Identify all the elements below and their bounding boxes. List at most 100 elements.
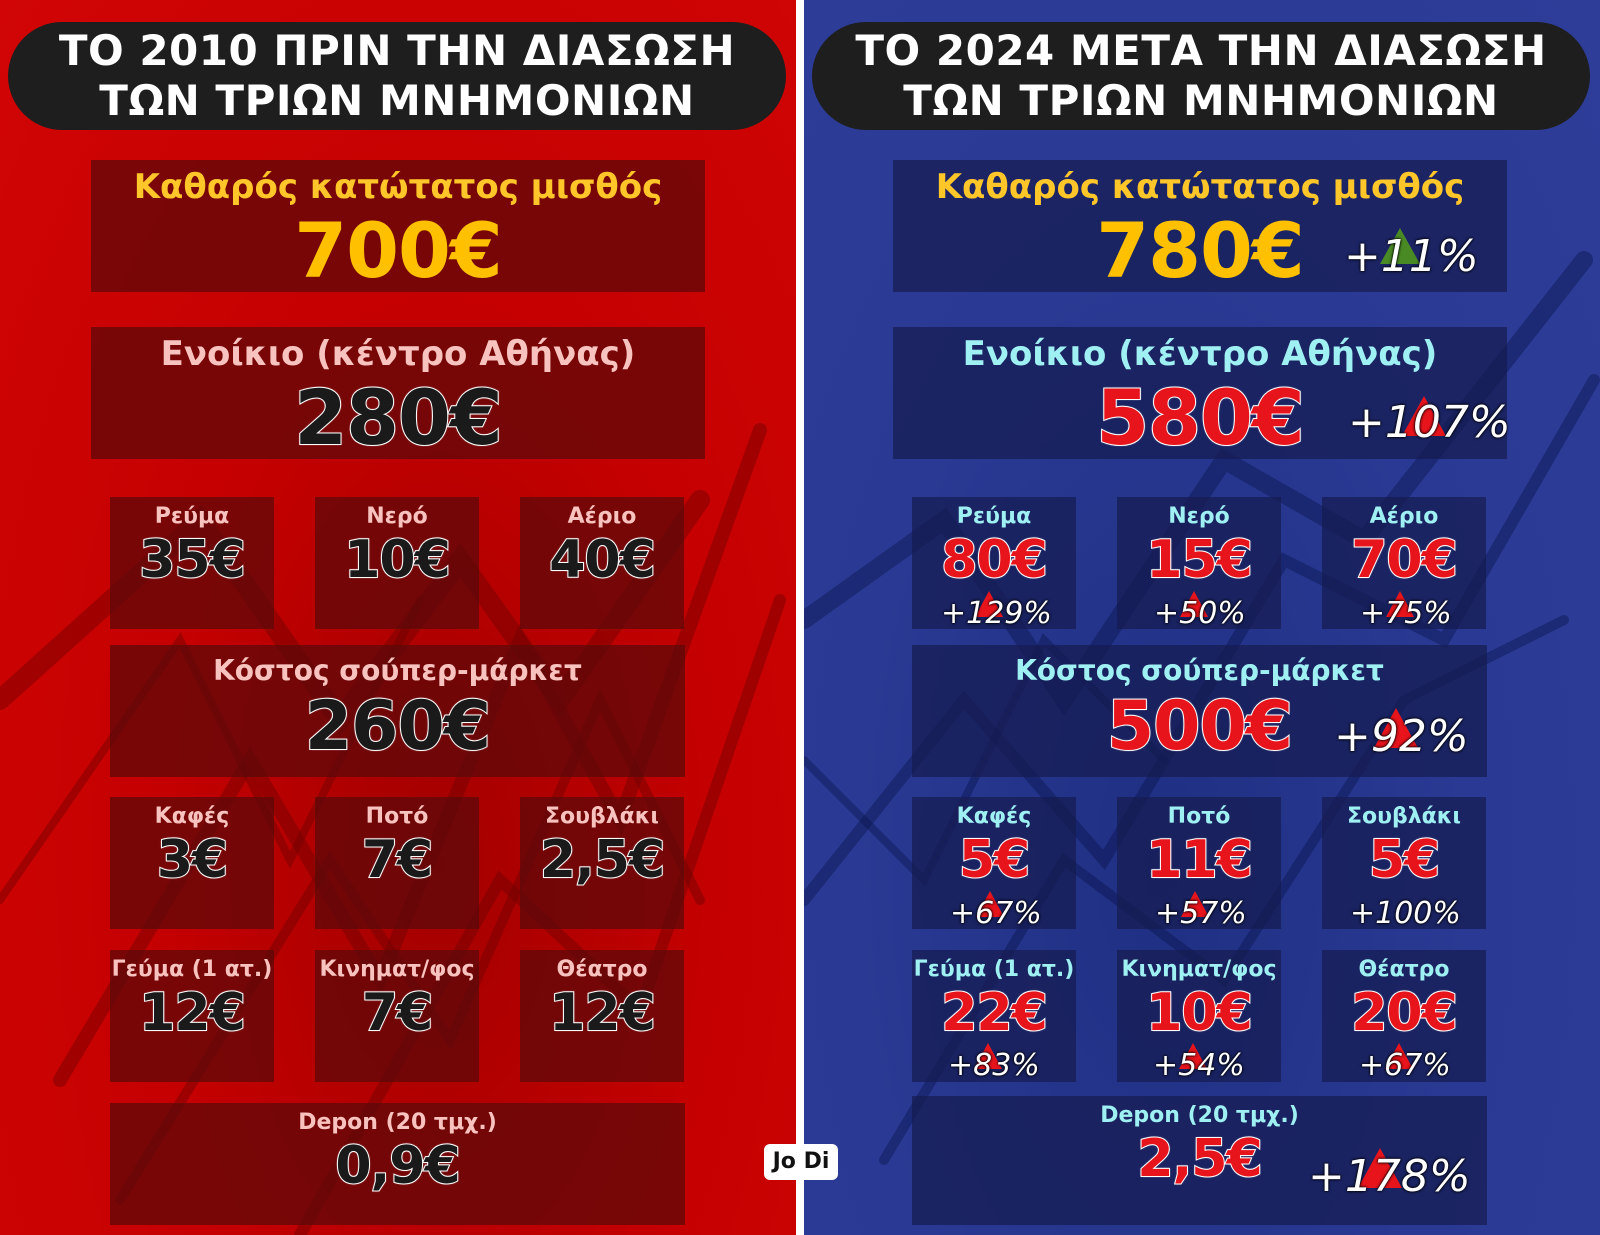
title-2010: ΤΟ 2010 ΠΡΙΝ ΤΗΝ ΔΙΑΣΩΣΗ ΤΩΝ ΤΡΙΩΝ ΜΝΗΜΟ… (8, 22, 786, 130)
meal-change: +83% (948, 1043, 1040, 1083)
water-change: +50% (1154, 591, 1246, 631)
up-triangle-icon (1179, 1043, 1207, 1069)
cinema-card: Κινηματ/φος 10€ (1117, 950, 1281, 1082)
rent-label: Ενοίκιο (κέντρο Αθήνας) (962, 334, 1438, 374)
water-label: Νερό (1168, 504, 1230, 529)
souvlaki-value: 2,5€ (539, 830, 666, 890)
electricity-value: 80€ (940, 530, 1049, 590)
depon-change-text: +178% (1308, 1151, 1471, 1202)
theatre-label: Θέατρο (556, 957, 648, 982)
theatre-card: Θέατρο 20€ (1322, 950, 1486, 1082)
up-triangle-icon (1402, 396, 1446, 436)
up-triangle-icon (1180, 591, 1208, 617)
water-label: Νερό (366, 504, 428, 529)
title-line-2: ΤΩΝ ΤΡΙΩΝ ΜΝΗΜΟΝΙΩΝ (99, 76, 695, 125)
drink-value: 7€ (361, 830, 434, 890)
depon-change: +178% (1308, 1148, 1471, 1202)
meal-card: Γεύμα (1 ατ.) 12€ (110, 950, 274, 1082)
meal-value: 22€ (940, 983, 1049, 1043)
water-value: 15€ (1145, 530, 1254, 590)
coffee-label: Καφές (956, 804, 1032, 829)
electricity-change-text: +129% (941, 596, 1052, 631)
depon-card: Depon (20 τμχ.) 0,9€ (110, 1103, 685, 1225)
gas-change: +75% (1360, 591, 1452, 631)
drink-label: Ποτό (1167, 804, 1231, 829)
cinema-change-text: +54% (1153, 1048, 1245, 1083)
salary-change: +11% (1344, 228, 1479, 282)
author-watermark: Jo Di (764, 1144, 838, 1180)
up-triangle-icon (1380, 228, 1420, 264)
gas-value: 40€ (548, 530, 657, 590)
meal-label: Γεύμα (1 ατ.) (111, 957, 273, 982)
souvlaki-label: Σουβλάκι (545, 804, 659, 829)
coffee-card: Καφές 3€ (110, 797, 274, 929)
theatre-value: 20€ (1350, 983, 1459, 1043)
title-line-1: ΤΟ 2024 ΜΕΤΑ ΤΗΝ ΔΙΑΣΩΣΗ (855, 26, 1547, 75)
gas-value: 70€ (1350, 530, 1459, 590)
electricity-label: Ρεύμα (956, 504, 1032, 529)
cinema-label: Κινηματ/φος (319, 957, 475, 982)
panel-divider (796, 0, 804, 1235)
rent-change-text: +107% (1348, 397, 1511, 448)
up-triangle-icon (974, 1043, 1002, 1069)
rent-value: 580€ (1095, 373, 1306, 462)
meal-value: 12€ (138, 983, 247, 1043)
coffee-change-text: +67% (950, 896, 1042, 931)
supermarket-value: 260€ (304, 687, 492, 766)
up-triangle-icon (1385, 1043, 1413, 1069)
gas-card: Αέριο 40€ (520, 497, 684, 629)
up-triangle-icon (1181, 891, 1209, 917)
depon-value: 0,9€ (334, 1136, 461, 1196)
panel-2024: ΤΟ 2024 ΜΕΤΑ ΤΗΝ ΔΙΑΣΩΣΗ ΤΩΝ ΤΡΙΩΝ ΜΝΗΜΟ… (804, 0, 1600, 1235)
souvlaki-card: Σουβλάκι 2,5€ (520, 797, 684, 929)
salary-card: Καθαρός κατώτατος μισθός 780€ (893, 160, 1507, 294)
depon-label: Depon (20 τμχ.) (298, 1110, 497, 1135)
cinema-value: 10€ (1145, 983, 1254, 1043)
coffee-value: 3€ (156, 830, 229, 890)
theatre-change: +67% (1359, 1043, 1451, 1083)
depon-label: Depon (20 τμχ.) (1100, 1103, 1299, 1128)
supermarket-label: Κόστος σούπερ-μάρκετ (213, 654, 582, 687)
drink-value: 11€ (1145, 830, 1254, 890)
souvlaki-label: Σουβλάκι (1347, 804, 1461, 829)
rent-card: Ενοίκιο (κέντρο Αθήνας) 580€ (893, 327, 1507, 462)
gas-card: Αέριο 70€ (1322, 497, 1486, 629)
water-value: 10€ (343, 530, 452, 590)
supermarket-label: Κόστος σούπερ-μάρκετ (1015, 654, 1384, 687)
panel-2010: ΤΟ 2010 ΠΡΙΝ ΤΗΝ ΔΙΑΣΩΣΗ ΤΩΝ ΤΡΙΩΝ ΜΝΗΜΟ… (0, 0, 796, 1235)
up-triangle-icon (1374, 708, 1418, 748)
supermarket-change-text: +92% (1334, 711, 1469, 762)
up-triangle-icon (976, 891, 1004, 917)
salary-value: 700€ (294, 206, 503, 295)
drink-change-text: +57% (1155, 896, 1247, 931)
rent-change: +107% (1348, 396, 1511, 448)
electricity-label: Ρεύμα (154, 504, 230, 529)
souvlaki-card: Σουβλάκι 5€ (1322, 797, 1486, 929)
water-card: Νερό 10€ (315, 497, 479, 629)
drink-label: Ποτό (365, 804, 429, 829)
title-2024: ΤΟ 2024 ΜΕΤΑ ΤΗΝ ΔΙΑΣΩΣΗ ΤΩΝ ΤΡΙΩΝ ΜΝΗΜΟ… (812, 22, 1590, 130)
theatre-card: Θέατρο 12€ (520, 950, 684, 1082)
up-triangle-icon (975, 591, 1003, 617)
salary-label: Καθαρός κατώτατος μισθός (133, 167, 663, 207)
title-line-2: ΤΩΝ ΤΡΙΩΝ ΜΝΗΜΟΝΙΩΝ (903, 76, 1499, 125)
coffee-value: 5€ (958, 830, 1031, 890)
coffee-label: Καφές (154, 804, 230, 829)
theatre-label: Θέατρο (1358, 957, 1450, 982)
rent-label: Ενοίκιο (κέντρο Αθήνας) (160, 334, 636, 374)
supermarket-value: 500€ (1106, 687, 1294, 766)
theatre-value: 12€ (548, 983, 657, 1043)
electricity-change: +129% (941, 591, 1052, 631)
depon-value: 2,5€ (1136, 1129, 1263, 1189)
up-triangle-icon (1358, 1148, 1402, 1188)
rent-value: 280€ (293, 373, 504, 462)
cinema-card: Κινηματ/φος 7€ (315, 950, 479, 1082)
cinema-label: Κινηματ/φος (1121, 957, 1277, 982)
souvlaki-change: +100% (1350, 897, 1461, 931)
drink-card: Ποτό 7€ (315, 797, 479, 929)
electricity-card: Ρεύμα 35€ (110, 497, 274, 629)
gas-label: Αέριο (1369, 504, 1439, 529)
title-line-1: ΤΟ 2010 ΠΡΙΝ ΤΗΝ ΔΙΑΣΩΣΗ (58, 26, 736, 75)
souvlaki-value: 5€ (1368, 830, 1441, 890)
rent-card: Ενοίκιο (κέντρο Αθήνας) 280€ (91, 327, 705, 462)
